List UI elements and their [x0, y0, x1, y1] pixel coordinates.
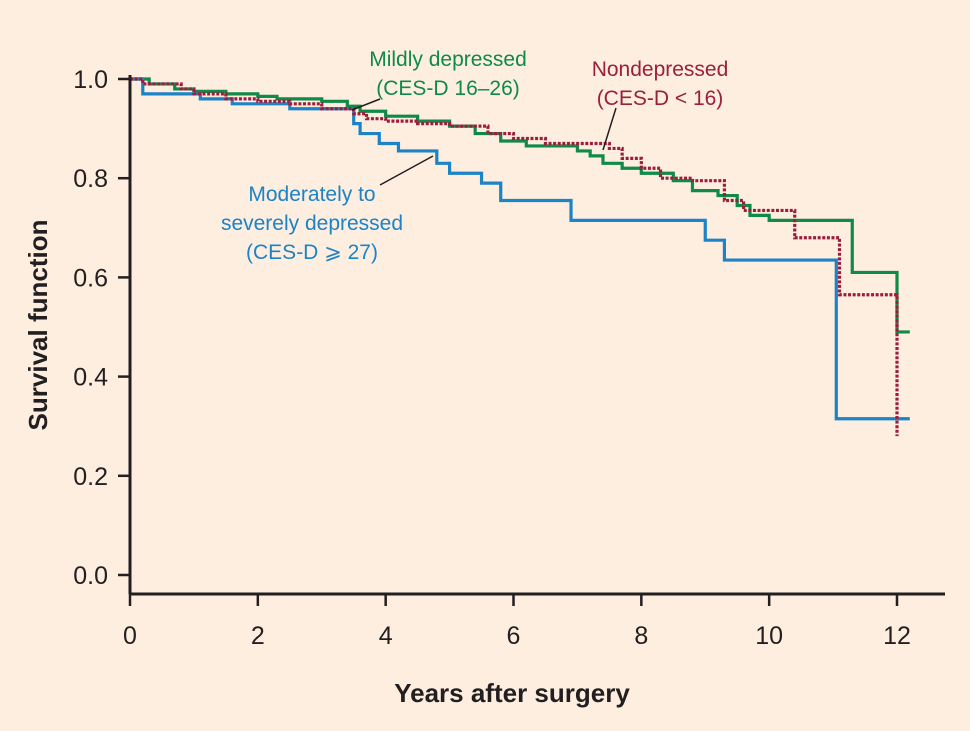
- y-tick-label: 0.8: [73, 165, 108, 193]
- x-tick-label: 0: [123, 622, 137, 650]
- x-tick-label: 6: [507, 622, 521, 650]
- annotation-label: (CES-D 16–26): [376, 77, 520, 100]
- y-tick-label: 0.2: [73, 463, 108, 491]
- axes: [128, 75, 945, 596]
- annotations: Mildly depressed (CES-D 16–26) Nondepresse…: [221, 48, 728, 264]
- x-axis-title: Years after surgery: [394, 678, 630, 708]
- annotation-leader: [379, 155, 434, 186]
- ticks: 0 2 4 6 8 10 12 0.0 0.2 0.4 0.6 0.8 1.0: [73, 66, 911, 650]
- x-tick-label: 4: [379, 622, 393, 650]
- y-tick-label: 0.6: [73, 264, 108, 292]
- x-tick-label: 8: [634, 622, 648, 650]
- x-tick-label: 2: [251, 622, 265, 650]
- y-tick-label: 1.0: [73, 66, 108, 94]
- y-tick-label: 0.4: [73, 364, 108, 392]
- annotation-leaders: [351, 98, 617, 186]
- annotation-label: Moderately to: [248, 183, 375, 206]
- annotation-label: (CES-D < 16): [597, 87, 724, 110]
- annotation-label: severely depressed: [221, 212, 403, 235]
- annotation-leader: [602, 107, 617, 151]
- x-tick-label: 10: [755, 622, 783, 650]
- series-line-2: [130, 77, 910, 421]
- annotation-label: Nondepressed: [592, 58, 729, 81]
- series-line-1: [130, 77, 899, 437]
- y-axis-title: Survival function: [23, 220, 53, 431]
- annotation-label: (CES-D ⩾ 27): [246, 241, 378, 264]
- annotation-leader: [351, 98, 381, 111]
- y-tick-label: 0.0: [73, 562, 108, 590]
- x-tick-label: 12: [883, 622, 911, 650]
- series-curves: [130, 77, 910, 437]
- annotation-label: Mildly depressed: [369, 48, 527, 71]
- series-line-0: [130, 77, 910, 334]
